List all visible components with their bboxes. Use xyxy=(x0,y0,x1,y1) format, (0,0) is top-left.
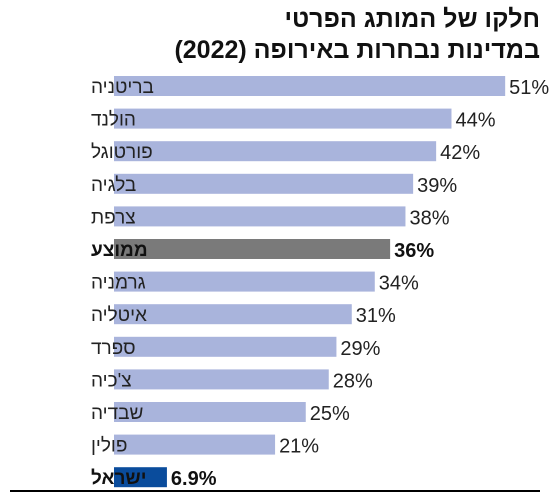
value-label: 6.9% xyxy=(171,468,217,490)
bar xyxy=(114,467,167,488)
bar-row: פורטוגל 42% xyxy=(91,141,480,164)
value-label: 31% xyxy=(356,305,396,327)
value-label: 29% xyxy=(340,338,380,360)
value-label: 39% xyxy=(417,175,457,197)
bar xyxy=(114,206,406,227)
bar xyxy=(114,108,452,129)
category-label: פורטוגל xyxy=(91,142,153,163)
value-label: 51% xyxy=(509,77,549,99)
category-label: בריטניה xyxy=(91,77,154,98)
category-label: גרמניה xyxy=(91,273,146,294)
bar xyxy=(114,76,506,96)
category-label: שבדיה xyxy=(91,403,143,424)
title-line-1: חלקו של המותג הפרטי xyxy=(284,5,540,33)
value-label: 44% xyxy=(455,110,495,132)
bar-row: צ'כיה 28% xyxy=(91,369,373,392)
category-label: פולין xyxy=(91,436,127,457)
bar-row: בריטניה 51% xyxy=(91,76,549,99)
category-label: ספרד xyxy=(91,338,136,359)
chart-title: חלקו של המותג הפרטי במדינות נבחרות באירו… xyxy=(10,4,540,66)
value-label: 21% xyxy=(279,436,319,458)
category-label: צ'כיה xyxy=(91,370,132,391)
bar-row: גרמניה 34% xyxy=(91,271,419,295)
bar xyxy=(114,369,329,390)
bar xyxy=(114,271,375,292)
bar xyxy=(114,336,337,357)
title-line-2: במדינות נבחרות באירופה (2022) xyxy=(174,36,540,64)
value-label: 34% xyxy=(379,273,419,295)
bar xyxy=(114,239,391,259)
value-label: 38% xyxy=(409,207,449,229)
bar-row: ספרד 29% xyxy=(91,336,381,360)
value-label: 42% xyxy=(440,142,480,164)
value-label: 28% xyxy=(333,370,373,392)
category-label: צרפת xyxy=(91,207,136,228)
bar-row: פולין 21% xyxy=(91,434,319,458)
bar-row: צרפת 38% xyxy=(91,206,450,229)
bar xyxy=(114,141,437,162)
bar-row: בלגיה 39% xyxy=(91,173,457,197)
bar xyxy=(114,173,414,194)
category-label: ממוצע xyxy=(91,240,148,261)
bar-row: ישראל 6.9% xyxy=(91,467,217,490)
bar xyxy=(114,434,276,455)
bar-row: שבדיה 25% xyxy=(91,402,350,425)
category-label: הולנד xyxy=(91,110,136,131)
bar-row: ממוצע 36% xyxy=(91,239,434,262)
bar xyxy=(114,304,352,325)
category-label: איטליה xyxy=(91,305,147,326)
bar xyxy=(114,402,306,422)
value-label: 36% xyxy=(394,240,434,262)
bars-layer: בריטניה 51% הולנד 44% פורטוגל 42% בלגיה 39% צרפת… xyxy=(91,76,549,490)
bar-row: הולנד 44% xyxy=(91,108,496,132)
category-label: בלגיה xyxy=(91,175,136,196)
category-label: ישראל xyxy=(91,468,146,489)
bar-row: איטליה 31% xyxy=(91,304,396,327)
value-label: 25% xyxy=(310,403,350,425)
